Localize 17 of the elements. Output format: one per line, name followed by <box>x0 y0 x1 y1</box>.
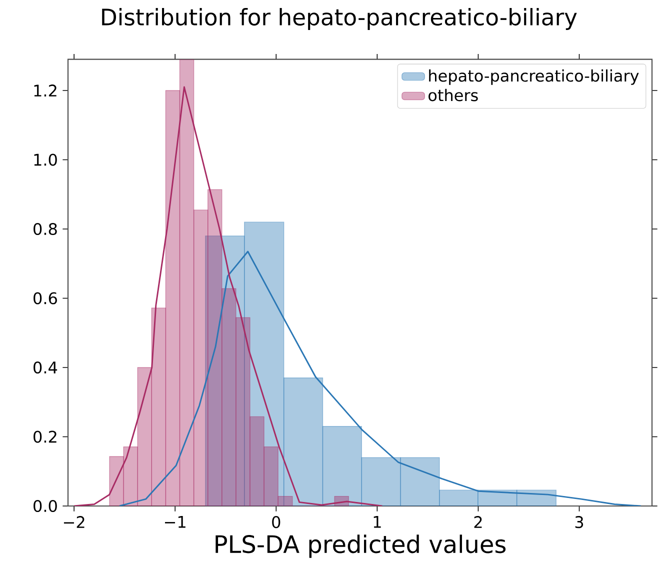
y-tick-label: 1.2 <box>34 84 56 96</box>
y-tick-label: 0.0 <box>34 500 57 512</box>
legend-label: others <box>428 88 478 102</box>
x-tick-label: −1 <box>165 516 186 528</box>
y-tick-label: 0.8 <box>34 222 57 236</box>
chart-title: Distribution for hepato-pancreatico-biliary <box>102 8 577 30</box>
legend-label: hepato-pancreatico-biliary <box>429 69 639 85</box>
y-tick-label: 0.2 <box>34 430 56 443</box>
x-tick-label: 1 <box>374 516 381 528</box>
y-tick-label: 0.6 <box>34 292 57 304</box>
y-tick-label: 0.4 <box>34 361 58 374</box>
x-tick-label: 2 <box>474 516 482 528</box>
x-tick-label: 3 <box>575 516 584 528</box>
x-tick-label: −2 <box>64 516 84 528</box>
y-tick-label: 1.0 <box>34 154 57 166</box>
x-tick-label: 0 <box>272 516 280 528</box>
x-axis-title: PLS-DA predicted values <box>216 534 506 558</box>
